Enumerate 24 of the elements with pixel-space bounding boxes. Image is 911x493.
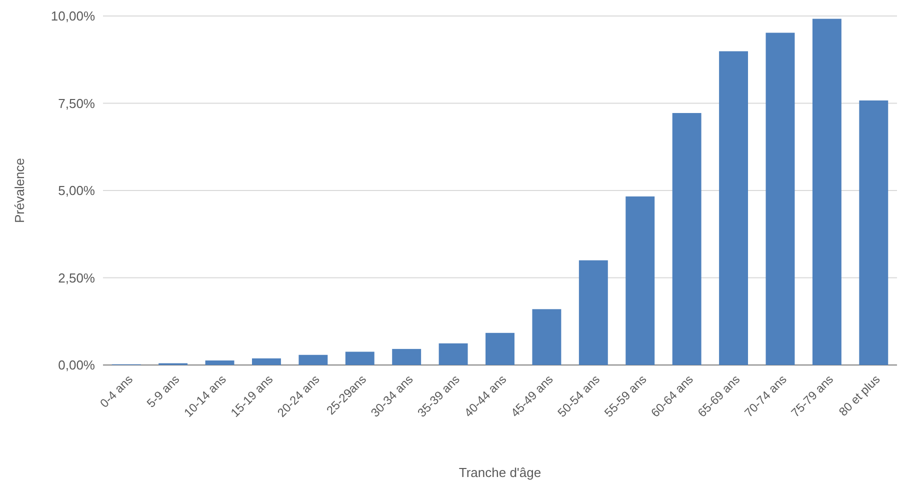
y-tick-label: 10,00% xyxy=(50,8,96,24)
bar xyxy=(345,352,374,365)
bar xyxy=(626,196,655,365)
y-tick-label: 7,50% xyxy=(58,96,96,111)
bar xyxy=(766,32,795,365)
bar xyxy=(438,343,468,365)
bar xyxy=(205,360,234,365)
y-tick-label: 5,00% xyxy=(58,183,96,198)
bar xyxy=(578,260,608,365)
bar xyxy=(298,354,328,365)
y-tick-label: 2,50% xyxy=(58,270,96,286)
x-tick-label: 0-4 ans xyxy=(97,372,136,410)
x-axis-title: Tranche d'âge xyxy=(458,465,542,480)
bar xyxy=(252,358,281,365)
bar xyxy=(486,332,514,365)
bar xyxy=(812,18,842,365)
bar xyxy=(859,100,888,365)
y-tick-label: 0,00% xyxy=(58,358,96,373)
bar xyxy=(672,113,702,365)
bar xyxy=(719,51,748,365)
bar xyxy=(532,309,562,365)
y-axis-title: Prévalence xyxy=(12,158,27,224)
x-tick-label: 5-9 ans xyxy=(144,372,182,410)
bar xyxy=(392,348,422,365)
